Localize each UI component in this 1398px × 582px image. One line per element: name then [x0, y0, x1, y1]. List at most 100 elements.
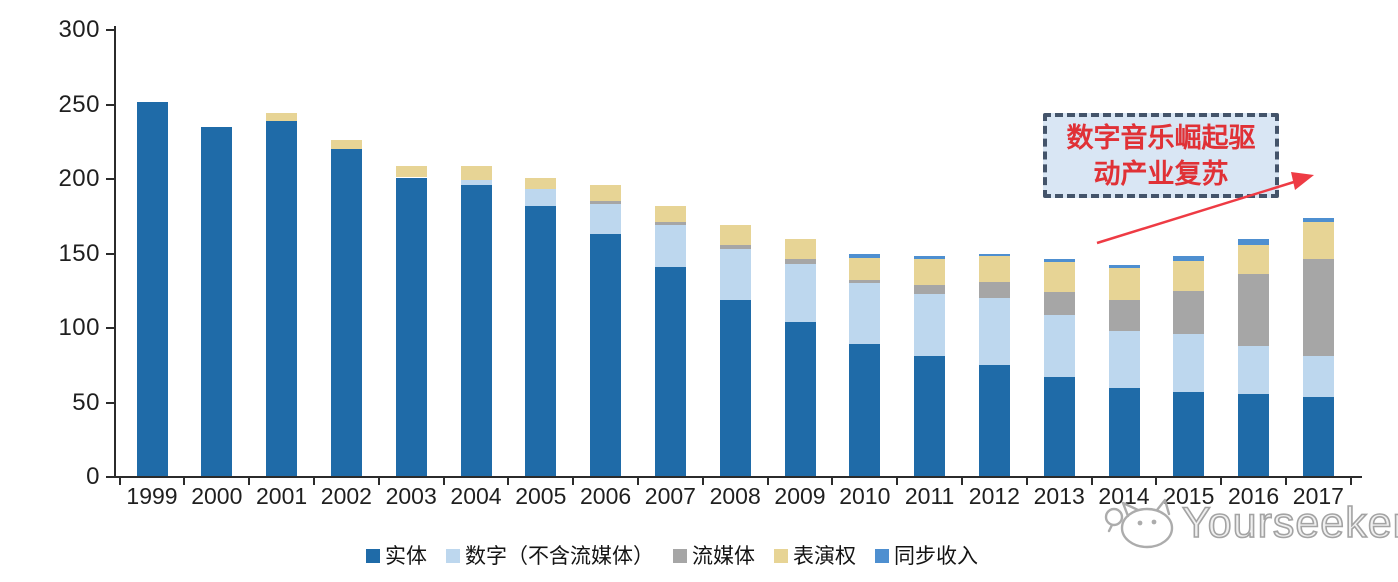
segment-sync — [1173, 256, 1205, 261]
segment-digital — [1043, 314, 1075, 378]
segment-physical — [266, 120, 298, 477]
legend-swatch-performance — [774, 549, 788, 563]
bar-2006 — [590, 0, 622, 477]
legend-label-sync: 同步收入 — [894, 544, 978, 568]
segment-physical — [1043, 377, 1075, 477]
bar-2011 — [914, 0, 946, 477]
legend-item-streaming: 流媒体 — [673, 543, 755, 569]
segment-digital — [1108, 330, 1140, 388]
bar-2016 — [1238, 0, 1270, 477]
y-axis-tick-label: 50 — [72, 388, 100, 416]
segment-streaming — [1043, 292, 1075, 315]
x-axis-label-2006: 2006 — [580, 483, 632, 509]
segment-streaming — [590, 201, 622, 205]
y-tick-mark — [106, 252, 115, 255]
segment-digital — [654, 225, 686, 267]
x-axis-label-2013: 2013 — [1033, 483, 1085, 509]
legend-label-streaming: 流媒体 — [692, 544, 755, 568]
annotation-line1: 数字音乐崛起驱 — [1066, 122, 1256, 153]
x-axis-label-2016: 2016 — [1228, 483, 1280, 509]
segment-performance — [1302, 222, 1334, 260]
bar-2000 — [201, 0, 233, 477]
segment-performance — [978, 256, 1010, 282]
x-axis-label-2001: 2001 — [256, 483, 308, 509]
x-tick-mark — [701, 478, 704, 485]
segment-physical — [460, 184, 492, 477]
x-tick-mark — [1285, 478, 1287, 485]
x-tick-mark — [637, 478, 639, 485]
bar-2017 — [1302, 0, 1334, 477]
x-axis-label-2000: 2000 — [191, 483, 243, 509]
segment-physical — [1108, 387, 1140, 477]
segment-performance — [719, 225, 751, 245]
segment-sync — [1108, 265, 1140, 269]
segment-physical — [1238, 393, 1270, 477]
segment-streaming — [1302, 259, 1334, 357]
x-tick-mark — [377, 478, 380, 485]
x-axis-label-2017: 2017 — [1292, 483, 1344, 509]
segment-physical — [784, 322, 816, 477]
x-tick-mark — [831, 478, 834, 485]
segment-performance — [590, 184, 622, 202]
legend-swatch-physical — [366, 549, 380, 563]
segment-digital — [914, 293, 946, 357]
segment-digital — [1302, 356, 1334, 397]
annotation-callout: 数字音乐崛起驱 动产业复苏 — [1043, 113, 1279, 198]
x-tick-mark — [118, 478, 121, 485]
bar-2009 — [784, 0, 816, 477]
y-axis-tick-label: 250 — [58, 90, 100, 118]
segment-digital — [525, 189, 557, 206]
y-axis-tick-label: 150 — [58, 239, 100, 267]
segment-physical — [914, 356, 946, 477]
segment-physical — [654, 266, 686, 477]
segment-streaming — [654, 222, 686, 226]
bar-2008 — [719, 0, 751, 477]
x-tick-mark — [766, 478, 769, 485]
legend-swatch-digital — [446, 549, 460, 563]
segment-physical — [719, 299, 751, 477]
x-axis-label-2008: 2008 — [709, 483, 761, 509]
x-axis-label-2003: 2003 — [385, 483, 437, 509]
segment-performance — [1108, 268, 1140, 300]
segment-performance — [849, 257, 881, 281]
bar-2012 — [978, 0, 1010, 477]
bar-1999 — [136, 0, 168, 477]
segment-physical — [136, 101, 168, 477]
bar-2001 — [266, 0, 298, 477]
segment-digital — [784, 263, 816, 323]
bar-2013 — [1043, 0, 1075, 477]
segment-digital — [978, 298, 1010, 366]
segment-digital — [719, 249, 751, 300]
segment-performance — [460, 165, 492, 181]
legend: 实体 数字（不含流媒体） 流媒体 表演权 同步收入 — [366, 543, 978, 569]
segment-physical — [1302, 396, 1334, 477]
segment-physical — [1173, 392, 1205, 477]
segment-sync — [1043, 259, 1075, 263]
y-axis-tick-label: 100 — [58, 314, 100, 341]
x-axis-label-2015: 2015 — [1163, 483, 1215, 509]
y-tick-mark — [106, 401, 115, 404]
x-tick-mark — [572, 478, 575, 485]
segment-streaming — [1238, 274, 1270, 346]
annotation-line2: 动产业复苏 — [1093, 158, 1229, 189]
segment-physical — [330, 149, 362, 477]
bar-2010 — [849, 0, 881, 477]
x-tick-mark — [961, 478, 963, 485]
segment-performance — [1238, 244, 1270, 275]
x-tick-mark — [1349, 478, 1352, 485]
segment-performance — [1043, 262, 1075, 293]
segment-physical — [978, 365, 1010, 477]
segment-streaming — [1108, 299, 1140, 331]
y-axis-tick-label: 200 — [58, 165, 100, 192]
segment-performance — [914, 259, 946, 285]
segment-performance — [266, 113, 298, 121]
x-tick-mark — [313, 478, 315, 485]
segment-performance — [1173, 260, 1205, 291]
x-tick-mark — [183, 478, 186, 485]
segment-physical — [201, 126, 233, 477]
legend-item-physical: 实体 — [366, 543, 427, 569]
y-axis-tick-label: 0 — [86, 463, 100, 490]
segment-physical — [525, 205, 557, 477]
segment-performance — [654, 205, 686, 223]
